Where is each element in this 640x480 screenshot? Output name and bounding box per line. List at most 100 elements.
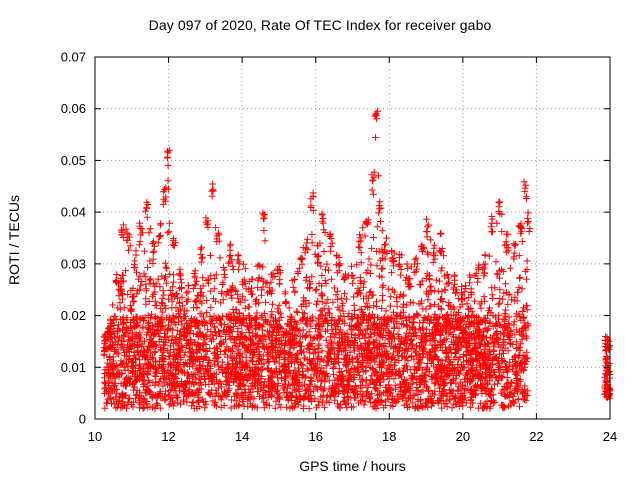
- data-point: [384, 373, 392, 380]
- data-point: [523, 257, 531, 265]
- data-point: [301, 386, 309, 394]
- data-point: [293, 307, 301, 315]
- data-point: [244, 303, 252, 311]
- data-point: [355, 399, 362, 407]
- data-point: [235, 266, 242, 273]
- data-point: [303, 239, 311, 247]
- data-point: [191, 281, 199, 289]
- data-point: [422, 305, 430, 313]
- data-point: [114, 366, 122, 374]
- data-point: [516, 274, 523, 282]
- data-point: [141, 273, 149, 281]
- data-point: [164, 162, 172, 169]
- data-point: [389, 334, 396, 342]
- data-point: [106, 354, 113, 361]
- data-point: [389, 286, 397, 294]
- data-point: [157, 232, 164, 239]
- data-point: [236, 340, 243, 347]
- data-point: [252, 300, 260, 308]
- data-point: [481, 252, 489, 259]
- data-point: [272, 397, 280, 405]
- data-point: [319, 399, 326, 407]
- data-point: [379, 282, 387, 289]
- data-point: [495, 300, 502, 308]
- data-point: [523, 275, 530, 283]
- data-point: [154, 239, 162, 247]
- data-point: [338, 338, 346, 346]
- data-point: [314, 259, 321, 267]
- data-point: [202, 380, 209, 388]
- data-point: [295, 364, 302, 372]
- data-point: [370, 234, 377, 241]
- data-point: [522, 181, 530, 189]
- data-point: [438, 295, 446, 303]
- data-point: [115, 327, 123, 334]
- data-point: [438, 404, 445, 412]
- data-point: [459, 402, 467, 410]
- x-tick-label: 12: [161, 429, 175, 444]
- data-point: [136, 286, 144, 294]
- data-point: [119, 221, 127, 229]
- data-point: [441, 286, 449, 294]
- data-point: [383, 392, 391, 400]
- data-point: [173, 326, 181, 334]
- data-point: [359, 327, 367, 335]
- data-point: [308, 231, 316, 238]
- data-point: [275, 301, 283, 309]
- data-point: [480, 315, 488, 323]
- y-tick-label: 0.02: [61, 308, 86, 323]
- data-point: [327, 341, 335, 349]
- y-tick-label: 0.03: [61, 256, 86, 271]
- data-point: [327, 247, 335, 255]
- data-point: [282, 373, 290, 381]
- data-point: [305, 328, 313, 336]
- data-point: [117, 344, 125, 352]
- data-point: [178, 317, 186, 325]
- data-point: [285, 304, 293, 312]
- x-tick-label: 16: [308, 429, 322, 444]
- data-point: [457, 342, 465, 350]
- data-point: [367, 261, 375, 269]
- data-point: [142, 280, 150, 288]
- data-point: [508, 296, 515, 304]
- data-point: [334, 296, 341, 303]
- data-point: [323, 260, 331, 268]
- data-point: [232, 342, 239, 349]
- data-point: [163, 279, 170, 287]
- data-point: [135, 241, 143, 249]
- data-point: [149, 403, 156, 411]
- data-point: [417, 281, 424, 289]
- data-point: [511, 293, 519, 301]
- data-point: [236, 358, 243, 366]
- data-point: [343, 295, 350, 303]
- data-point: [423, 228, 430, 235]
- data-point: [118, 342, 126, 350]
- data-point: [303, 321, 311, 329]
- data-point: [280, 356, 288, 363]
- data-point: [207, 252, 214, 259]
- data-point: [302, 319, 310, 327]
- data-point: [323, 317, 330, 324]
- data-point: [424, 249, 431, 257]
- data-point: [334, 351, 341, 359]
- data-point: [416, 343, 423, 350]
- data-point: [360, 295, 367, 303]
- data-point: [152, 313, 159, 320]
- data-point: [372, 405, 380, 412]
- data-point: [356, 372, 363, 379]
- data-point: [517, 340, 525, 348]
- data-point: [430, 380, 438, 388]
- data-point: [111, 313, 119, 320]
- data-point: [262, 299, 269, 306]
- data-point: [404, 357, 412, 364]
- data-point: [511, 331, 519, 339]
- x-tick-label: 14: [235, 429, 249, 444]
- data-point: [429, 259, 437, 266]
- data-point: [525, 218, 532, 225]
- data-point: [516, 274, 524, 281]
- data-point: [235, 346, 243, 354]
- data-point: [191, 339, 198, 347]
- data-point: [409, 399, 417, 407]
- data-point: [201, 336, 208, 344]
- data-point: [521, 319, 529, 327]
